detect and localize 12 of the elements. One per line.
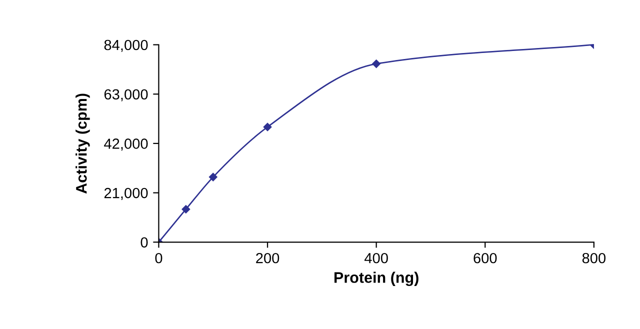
x-tick-label: 800 [582, 252, 606, 264]
y-tick-label: 21,000 [104, 188, 148, 200]
x-tick-label: 200 [256, 252, 280, 264]
y-axis-title: Activity (cpm) [76, 94, 90, 194]
x-tick-label: 600 [474, 252, 497, 264]
x-tick-label: 0 [155, 252, 162, 264]
y-tick-label: 84,000 [104, 40, 148, 52]
y-tick-label: 42,000 [104, 138, 148, 151]
x-tick-label: 400 [364, 252, 388, 264]
y-tick-label: 63,000 [104, 89, 148, 102]
y-tick-label: 0 [140, 237, 148, 248]
x-axis-title: Protein (ng) [334, 272, 418, 286]
